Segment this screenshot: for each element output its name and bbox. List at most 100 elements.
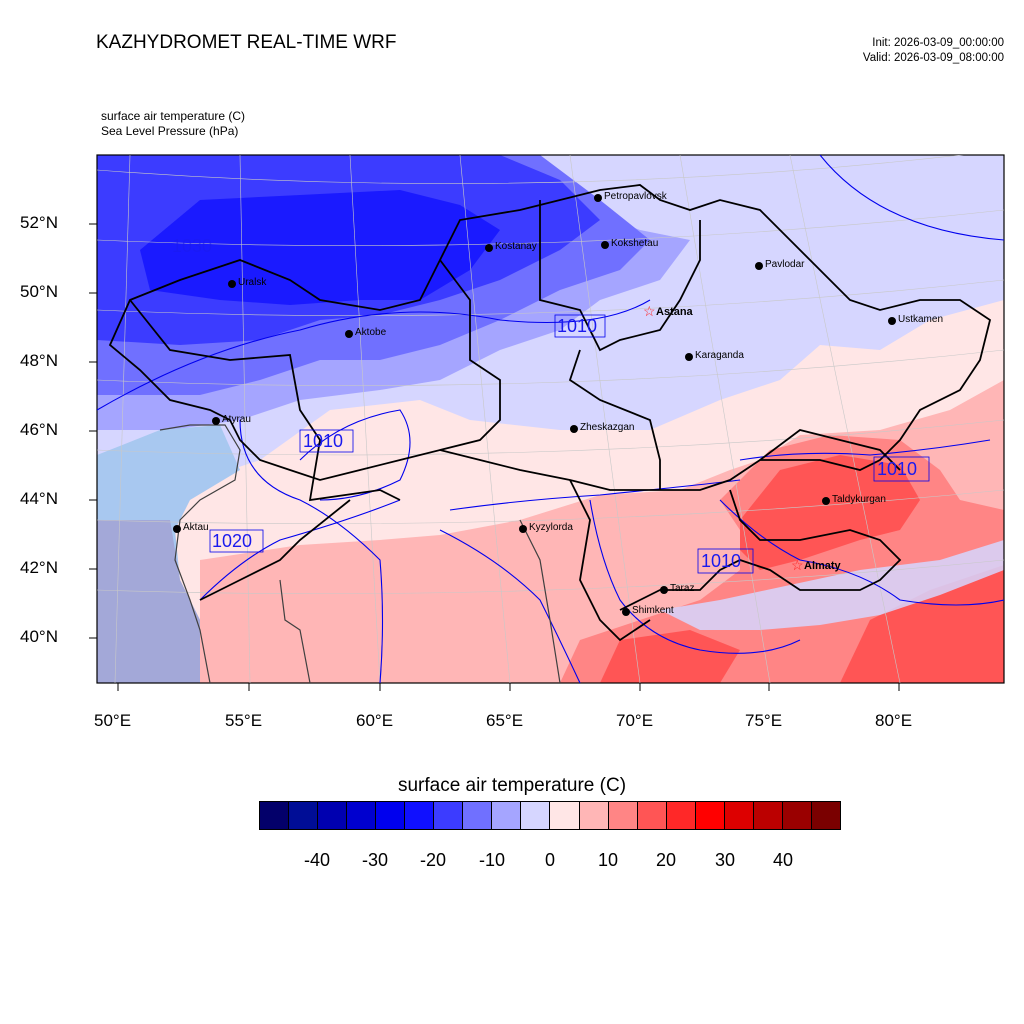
colorbar-tick: -20 (419, 850, 446, 870)
caspian-deep (97, 520, 200, 683)
city-label: Aktau (183, 522, 209, 533)
colorbar-tick: -40 (303, 850, 330, 870)
lat-label: 44°N (20, 489, 58, 508)
colorbar-cell (463, 802, 493, 829)
init-time: Init: 2026-03-09_00:00:00 (872, 37, 1004, 49)
colorbar-title: surface air temperature (C) (397, 775, 627, 796)
city-marker (888, 317, 896, 325)
colorbar-cell (724, 802, 754, 829)
valid-time: Valid: 2026-03-09_08:00:00 (862, 52, 1004, 64)
coastline (159, 424, 561, 684)
city-label: Almaty (804, 560, 841, 572)
city-label: Shimkent (632, 605, 674, 616)
city-marker (212, 417, 220, 425)
city-marker: ☆ (643, 303, 656, 319)
field-label-pressure: Sea Level Pressure (hPa) (101, 124, 239, 138)
city-marker (485, 244, 493, 252)
isobar-label-boxes (209, 314, 930, 574)
colorbar-cell (782, 802, 812, 829)
city-label: Petropavlovsk (604, 191, 667, 202)
city-label: Zheskazgan (580, 422, 635, 433)
lon-label: 50°E (94, 711, 132, 730)
colorbar-cell (405, 802, 435, 829)
colorbar-cell (608, 802, 638, 829)
isobar-label: 1010 (701, 551, 742, 571)
city-label: Taldykurgan (832, 494, 886, 505)
colorbar-cell (434, 802, 464, 829)
isobar-label: 1020 (212, 531, 253, 551)
colorbar-cell (521, 802, 551, 829)
colorbar-tick: -10 (478, 850, 505, 870)
colorbar-cell (376, 802, 406, 829)
graticule (97, 155, 1004, 683)
colorbar-cell (318, 802, 348, 829)
city-marker (755, 262, 763, 270)
lon-label: 55°E (225, 711, 263, 730)
city-label: Kokshetau (611, 238, 659, 249)
city-marker (345, 330, 353, 338)
city-label: Uralsk (238, 277, 267, 288)
city-label: Atyrau (222, 414, 251, 425)
lat-label: 50°N (20, 282, 58, 301)
city-marker (519, 525, 527, 533)
colorbar (259, 801, 841, 830)
colorbar-tick: -30 (361, 850, 388, 870)
lon-label: 60°E (356, 711, 394, 730)
city-label: Astana (656, 306, 693, 318)
field-label-temperature: surface air temperature (C) (101, 109, 246, 123)
isobar-label: 1010 (303, 431, 344, 451)
colorbar-tick: 10 (597, 850, 619, 870)
run-times: Init: 2026-03-09_00:00:00 Valid: 2026-03… (863, 36, 1004, 66)
lon-label: 75°E (745, 711, 783, 730)
colorbar-cell (695, 802, 725, 829)
city-marker: ☆ (791, 557, 804, 573)
city-marker (660, 586, 668, 594)
colorbar-cell (811, 802, 840, 829)
lon-label: 80°E (875, 711, 913, 730)
city-label: Ustkamen (898, 314, 944, 325)
colorbar-cell (753, 802, 783, 829)
colorbar-cell (289, 802, 319, 829)
city-marker (173, 525, 181, 533)
city-label: Pavlodar (765, 259, 805, 270)
field-coldest (140, 190, 500, 305)
lat-label: 48°N (20, 351, 58, 370)
city-label: Kostanay (495, 241, 537, 252)
lat-label: 52°N (20, 213, 58, 232)
city-label: Karaganda (695, 350, 744, 361)
city-marker (601, 241, 609, 249)
city-marker (622, 608, 630, 616)
colorbar-cell (492, 802, 522, 829)
colorbar-tick: 40 (772, 850, 794, 870)
isobars (97, 155, 1004, 683)
colorbar-tick: 20 (655, 850, 677, 870)
isobar-label: 1010 (557, 316, 598, 336)
map-frame (96, 154, 1005, 684)
colorbar-tick: 30 (714, 850, 736, 870)
lon-label: 70°E (616, 711, 654, 730)
city-marker (822, 497, 830, 505)
colorbar-cell (550, 802, 580, 829)
colorbar-cell (666, 802, 696, 829)
colorbar-cell (579, 802, 609, 829)
isobar-label: 1030 (172, 236, 213, 256)
lat-label: 42°N (20, 558, 58, 577)
lat-label: 46°N (20, 420, 58, 439)
temperature-field (97, 155, 1004, 683)
city-marker (594, 194, 602, 202)
city-marker (685, 353, 693, 361)
field-warmer (740, 455, 920, 570)
colorbar-tick: 0 (544, 850, 555, 870)
colorbar-cell (637, 802, 667, 829)
field-hot-south-east (840, 565, 1004, 683)
city-label: Kyzylorda (529, 522, 573, 533)
city-marker (570, 425, 578, 433)
lon-label: 65°E (486, 711, 524, 730)
field-mountains (660, 540, 1004, 630)
city-marker (228, 280, 236, 288)
isobar-label: 1010 (877, 459, 918, 479)
chart-title: KAZHYDROMET REAL-TIME WRF (96, 32, 397, 53)
city-label: Taraz (670, 583, 695, 594)
axis-ticks (89, 223, 900, 691)
